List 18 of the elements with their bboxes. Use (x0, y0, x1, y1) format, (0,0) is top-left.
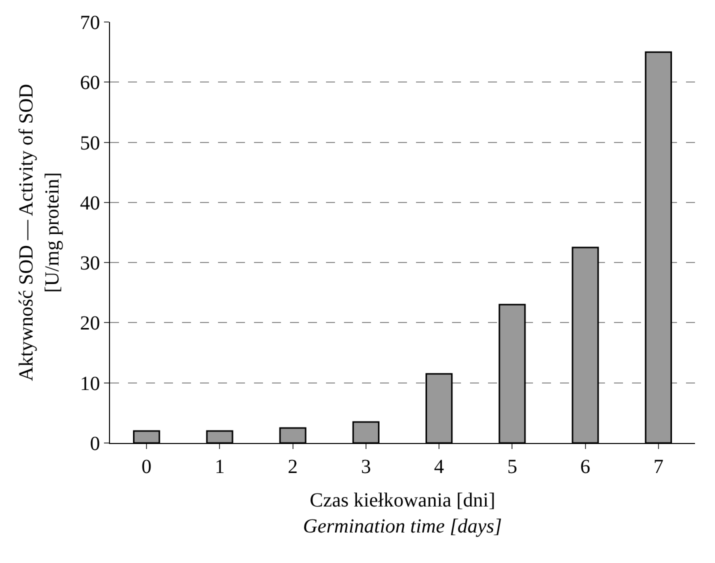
x-axis-title: Czas kiełkowania [dni] Germination time [days] (303, 490, 502, 538)
y-tick-label: 30 (80, 252, 100, 275)
x-tick-label: 6 (580, 456, 590, 478)
x-tick-label: 0 (142, 456, 152, 478)
y-tick-label: 10 (80, 372, 100, 395)
x-tick-label: 5 (507, 456, 518, 478)
y-tick-label: 50 (80, 132, 100, 154)
y-tick-label: 60 (80, 72, 100, 94)
y-axis-title: Aktywność SOD — Activity of SOD [U/mg protein] (16, 84, 64, 382)
x-tick-label: 7 (653, 456, 664, 478)
y-tick-label: 70 (80, 12, 100, 34)
x-tick-label: 4 (434, 456, 444, 478)
y-tick-label: 0 (90, 433, 100, 455)
y-tick-label: 20 (80, 312, 100, 335)
x-tick-label: 2 (288, 456, 298, 478)
x-tick-label: 1 (214, 456, 225, 478)
y-tick-label: 40 (80, 192, 100, 214)
x-tick-label: 3 (360, 456, 371, 478)
